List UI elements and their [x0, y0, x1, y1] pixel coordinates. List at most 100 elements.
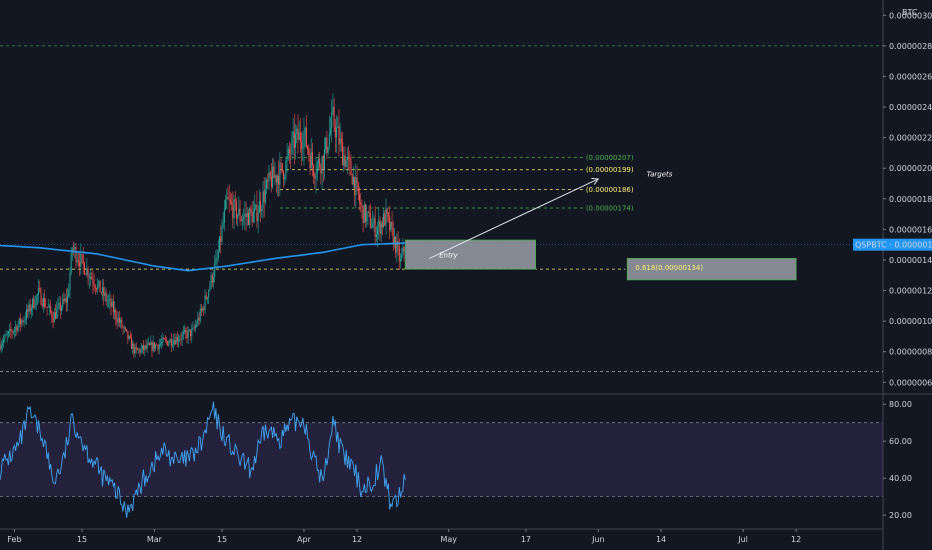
candle-body [121, 319, 123, 328]
candle-body [280, 162, 282, 164]
candle-body [354, 177, 356, 195]
candle-body [51, 311, 53, 319]
candle-body [215, 257, 217, 264]
candle-body [103, 287, 105, 297]
candle-body [112, 301, 114, 313]
candle-body [389, 216, 391, 231]
time-tick-label: 17 [521, 535, 531, 544]
candle-body [102, 287, 104, 293]
candle-body [340, 138, 342, 142]
time-tick-label: May [440, 535, 457, 544]
candle-body [11, 331, 13, 333]
candle-body [307, 146, 309, 150]
candle-body [79, 261, 81, 267]
candle-body [16, 326, 18, 332]
candle-body [6, 334, 8, 336]
candle-body [375, 234, 377, 238]
candle-body [210, 275, 212, 286]
fib-box[interactable] [626, 258, 797, 281]
candle-body [147, 343, 149, 345]
candle-body [188, 329, 190, 331]
candle-body [167, 341, 169, 346]
candle-body [302, 148, 304, 150]
candle-body [245, 213, 247, 217]
candle-body [305, 127, 307, 147]
candle-body [319, 158, 321, 168]
candle-body [378, 219, 380, 228]
candle-body [157, 345, 159, 350]
candle-body [278, 175, 280, 185]
candle-body [231, 201, 233, 205]
candle-body [61, 307, 63, 311]
time-tick-label: 15 [217, 535, 227, 544]
candle-body [137, 348, 139, 350]
candle-body [34, 305, 36, 308]
candle-body [105, 292, 107, 301]
rsi-tick-label: 40.00 [889, 474, 912, 483]
candle-body [346, 156, 348, 161]
candle-body [190, 329, 192, 337]
candle-body [254, 207, 256, 213]
candle-body [59, 302, 61, 311]
time-tick-label: Mar [147, 535, 163, 544]
candle-body [83, 263, 85, 275]
candle-body [123, 327, 125, 328]
candle-body [237, 214, 239, 219]
candle-body [383, 213, 385, 227]
candle-body [133, 343, 135, 354]
candle-body [261, 209, 263, 212]
entry-zone-box[interactable] [404, 239, 536, 270]
candle-body [149, 343, 151, 345]
candle-body [127, 330, 129, 340]
candle-body [365, 204, 367, 222]
candle-body [314, 177, 316, 179]
candle-body [276, 175, 278, 183]
candle-body [181, 334, 183, 340]
candle-body [348, 156, 350, 158]
candle-body [151, 342, 153, 351]
candle-body [99, 280, 101, 293]
candle-body [92, 278, 94, 284]
candle-body [233, 199, 235, 219]
candle-body [146, 344, 148, 349]
candle-body [249, 208, 251, 225]
candle-body [114, 309, 116, 313]
candle-body [98, 280, 100, 285]
candle-body [331, 112, 333, 129]
candle-body [63, 299, 65, 302]
currency-label: BTC [902, 8, 918, 17]
candle-body [323, 149, 325, 170]
candle-body [297, 128, 299, 140]
candle-body [57, 305, 59, 310]
candle-body [393, 236, 395, 246]
candle-body [255, 204, 257, 208]
candle-body [367, 211, 369, 214]
candle-body [229, 199, 231, 202]
candle-body [152, 342, 154, 351]
candle-body [320, 167, 322, 174]
candle-body [91, 276, 93, 279]
candle-body [343, 155, 345, 166]
last-price-tag[interactable] [853, 238, 932, 251]
candle-body [403, 247, 405, 252]
candle-body [82, 255, 84, 264]
candle-body [269, 171, 271, 177]
time-tick-label: 14 [656, 535, 666, 544]
candle-body [380, 222, 382, 234]
candle-body [274, 175, 276, 178]
target-arrow-line[interactable] [429, 178, 599, 259]
fib-level-label: 0.618(0.00000134) [635, 264, 703, 272]
candle-body [199, 309, 201, 321]
candle-body [328, 133, 330, 148]
time-tick-label: Jun [591, 535, 605, 544]
candle-body [187, 330, 189, 338]
candle-body [363, 204, 365, 223]
candle-body [384, 213, 386, 226]
candle-body [192, 327, 194, 329]
candle-body [186, 332, 188, 338]
target-level-label: (0.00000207) [586, 154, 634, 162]
